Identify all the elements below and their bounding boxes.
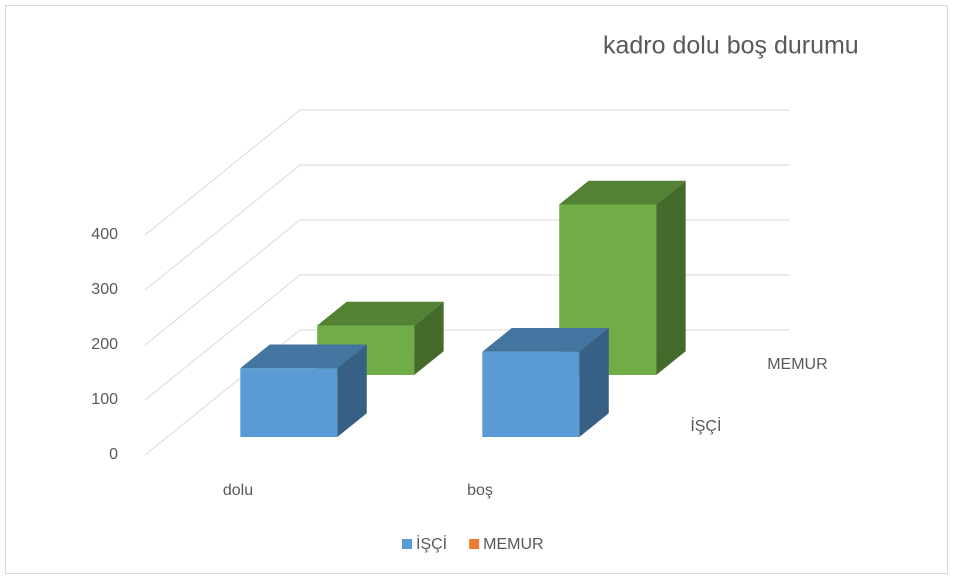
bar-side xyxy=(414,301,444,375)
legend-swatch xyxy=(469,539,480,549)
legend-label: İŞÇİ xyxy=(416,534,447,553)
y-tick-label: 400 xyxy=(91,226,118,243)
bar-side xyxy=(656,180,686,375)
bar-top xyxy=(240,344,367,369)
x-tick-label: dolu xyxy=(223,482,253,499)
grid-line xyxy=(144,109,790,236)
bar-top xyxy=(317,301,444,326)
y-tick-label: 0 xyxy=(109,446,118,463)
bar-top xyxy=(559,180,686,205)
x-tick-label: boş xyxy=(467,482,493,499)
bar-side xyxy=(337,344,367,437)
grid-line xyxy=(144,164,790,291)
series-axis-label: MEMUR xyxy=(767,356,827,373)
y-tick-label: 100 xyxy=(91,391,118,408)
bar xyxy=(240,344,367,437)
y-tick-label: 300 xyxy=(91,281,118,298)
bar xyxy=(317,301,444,375)
chart-border xyxy=(5,5,948,574)
bar xyxy=(482,328,609,437)
chart-title: kadro dolu boş durumu xyxy=(603,32,859,60)
series-axis-label: İŞÇİ xyxy=(690,416,721,435)
bar-side xyxy=(579,328,609,437)
legend-label: MEMUR xyxy=(483,536,543,553)
bar-front xyxy=(482,351,580,437)
bar-top xyxy=(482,328,609,352)
legend-swatch xyxy=(402,539,412,549)
y-tick-label: 200 xyxy=(91,336,118,353)
bar-front xyxy=(240,368,338,437)
